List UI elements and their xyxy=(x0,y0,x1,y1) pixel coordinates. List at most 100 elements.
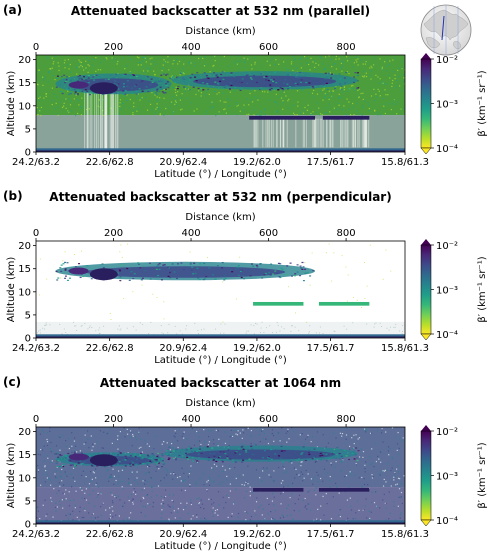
noise-speck xyxy=(277,431,279,434)
cirrus-speck xyxy=(169,276,172,279)
noise-speck xyxy=(57,435,60,438)
noise-speck xyxy=(381,68,383,70)
noise-speck xyxy=(208,476,210,478)
noise-speck xyxy=(330,92,333,94)
noise-speck xyxy=(285,432,287,434)
noise-speck xyxy=(299,475,301,477)
noise-speck xyxy=(312,483,314,485)
cirrus-speck xyxy=(155,459,158,461)
noise-speck xyxy=(325,93,328,95)
plot-frame xyxy=(35,240,406,339)
cirrus-speck xyxy=(242,459,245,461)
noise-speck xyxy=(161,512,163,515)
cirrus-speck xyxy=(270,448,273,451)
cirrus-speck xyxy=(222,78,225,80)
noise-speck xyxy=(279,440,281,442)
noise-speck xyxy=(117,435,119,437)
noise-speck xyxy=(300,67,302,69)
cirrus-speck xyxy=(62,465,65,468)
noise-speck xyxy=(361,307,363,309)
cirrus-speck xyxy=(267,457,270,459)
noise-speck xyxy=(287,428,289,430)
noise-speck xyxy=(271,518,273,520)
noise-speck xyxy=(81,250,83,252)
noise-speck xyxy=(317,474,319,476)
noise-speck xyxy=(99,332,101,334)
cirrus-speck xyxy=(160,279,163,281)
noise-speck xyxy=(171,499,173,502)
noise-speck xyxy=(362,456,364,458)
noise-speck xyxy=(47,457,49,459)
noise-speck xyxy=(76,329,78,331)
attenuation-streak xyxy=(280,118,282,148)
noise-speck xyxy=(377,455,379,457)
cirrus-speck xyxy=(270,79,273,81)
noise-speck xyxy=(363,76,365,78)
noise-speck xyxy=(374,57,376,59)
cirrus-speck xyxy=(280,267,283,269)
noise-speck xyxy=(277,110,279,112)
cirrus-speck xyxy=(191,73,194,75)
cirrus-speck xyxy=(242,448,245,450)
cirrus-speck xyxy=(95,74,98,76)
noise-speck xyxy=(196,441,198,443)
noise-speck xyxy=(264,518,266,520)
cirrus-speck xyxy=(90,278,93,280)
cirrus-speck xyxy=(319,452,322,454)
noise-speck xyxy=(91,327,93,329)
y-tick-label: 0 xyxy=(25,148,31,159)
noise-speck xyxy=(256,114,258,116)
noise-speck xyxy=(142,496,144,499)
noise-speck xyxy=(328,71,330,73)
noise-speck xyxy=(214,55,216,57)
noise-speck xyxy=(313,95,315,98)
cirrus-speck xyxy=(141,457,144,459)
noise-speck xyxy=(60,476,62,478)
cirrus-speck xyxy=(57,277,60,279)
noise-speck xyxy=(53,488,55,490)
noise-speck xyxy=(348,101,350,103)
noise-speck xyxy=(130,58,133,61)
noise-speck xyxy=(138,62,141,64)
cirrus-speck xyxy=(134,455,137,458)
noise-speck xyxy=(315,332,317,334)
noise-speck xyxy=(301,473,304,475)
cirrus-speck xyxy=(331,73,334,75)
cirrus-speck xyxy=(237,448,240,450)
noise-speck xyxy=(242,432,245,434)
noise-speck xyxy=(159,454,162,456)
cirrus-speck xyxy=(167,275,170,277)
noise-speck xyxy=(357,96,359,98)
noise-speck xyxy=(276,111,278,113)
noise-speck xyxy=(383,105,385,107)
cirrus-speck xyxy=(239,88,242,90)
cirrus-speck xyxy=(66,279,69,282)
cirrus-speck xyxy=(176,263,179,265)
attenuation-streak xyxy=(353,118,355,148)
cirrus-speck xyxy=(218,456,221,459)
noise-speck xyxy=(82,69,85,71)
noise-speck xyxy=(201,97,203,99)
noise-speck xyxy=(353,434,355,436)
noise-speck xyxy=(390,270,392,272)
noise-speck xyxy=(306,57,309,59)
cirrus-speck xyxy=(207,77,210,79)
noise-speck xyxy=(148,100,151,102)
noise-speck xyxy=(68,76,70,78)
noise-speck xyxy=(37,108,39,111)
noise-speck xyxy=(185,328,187,330)
noise-speck xyxy=(74,504,77,506)
noise-speck xyxy=(153,60,155,63)
cirrus-speck xyxy=(339,78,342,80)
noise-speck xyxy=(352,102,354,105)
noise-speck xyxy=(145,472,147,474)
cirrus-speck xyxy=(137,263,140,265)
noise-speck xyxy=(182,479,184,482)
noise-speck xyxy=(164,496,166,498)
cirrus-speck xyxy=(171,77,174,79)
noise-speck xyxy=(350,505,352,507)
chart-panel-3: (c) Attenuated backscatter at 1064 nm0510… xyxy=(3,375,488,552)
noise-speck xyxy=(374,99,376,101)
noise-speck xyxy=(394,475,396,477)
noise-speck xyxy=(57,62,59,64)
